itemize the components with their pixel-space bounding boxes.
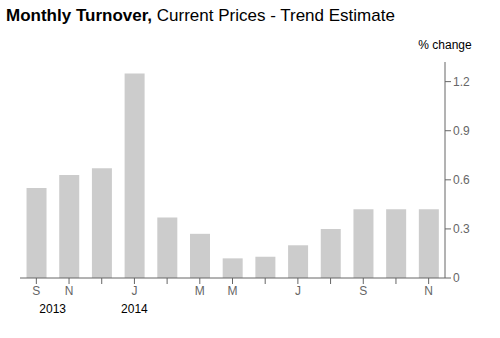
html-text:Monthly Turnover, Current Pric: Monthly Turnover, Current Prices - Trend… bbox=[6, 6, 395, 25]
svg-text:N: N bbox=[424, 284, 433, 298]
svg-text:S: S bbox=[359, 284, 367, 298]
svg-text:1.2: 1.2 bbox=[453, 75, 470, 89]
svg-text:J: J bbox=[295, 284, 301, 298]
svg-text:0.9: 0.9 bbox=[453, 124, 470, 138]
svg-text:N: N bbox=[65, 284, 74, 298]
svg-text:S: S bbox=[32, 284, 40, 298]
svg-text:0.3: 0.3 bbox=[453, 222, 470, 236]
html-text:2014: 2014 bbox=[121, 302, 148, 316]
svg-text:0.6: 0.6 bbox=[453, 173, 470, 187]
html-text:2013: 2013 bbox=[39, 302, 66, 316]
svg-text:M: M bbox=[228, 284, 238, 298]
svg-text:0: 0 bbox=[453, 271, 460, 285]
svg-text:J: J bbox=[131, 284, 137, 298]
html-text:% change: % change bbox=[418, 38, 472, 52]
svg-text:M: M bbox=[195, 284, 205, 298]
